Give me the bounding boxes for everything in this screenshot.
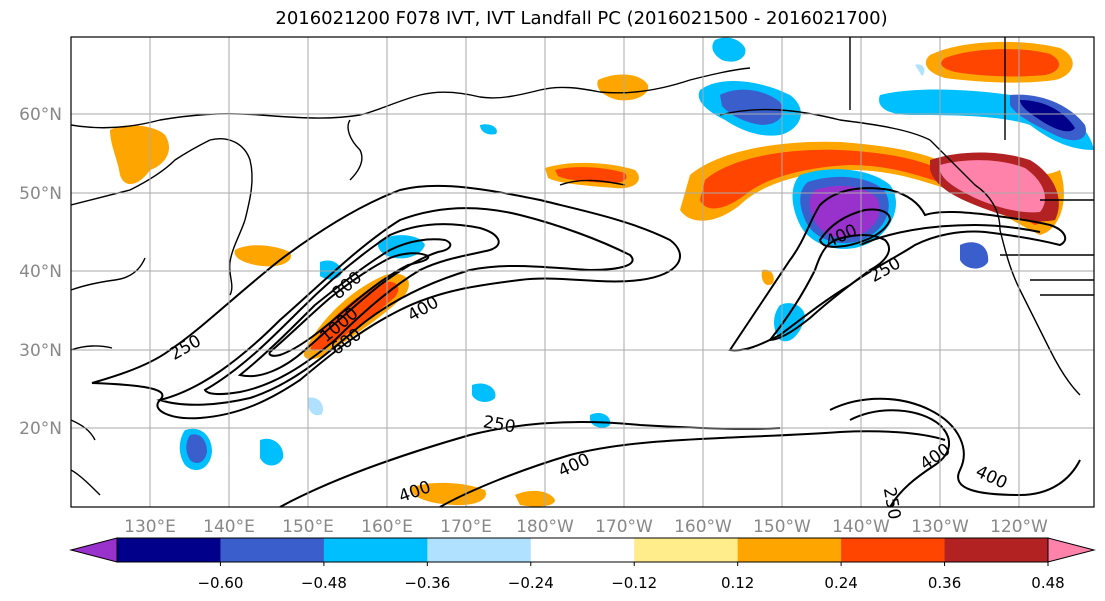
coastlines — [71, 37, 1094, 496]
plot-frame — [70, 36, 1095, 508]
lat-label-60n: 60°N — [19, 105, 62, 125]
colorbar-extend-high — [1047, 537, 1096, 563]
colorbar-segment — [117, 538, 221, 562]
lon-label: 120°W — [990, 517, 1048, 537]
colorbar-tick-label: 0.36 — [928, 574, 961, 592]
colorbar-segment — [737, 538, 842, 562]
colorbar: −0.60 −0.48 −0.36 −0.24 −0.12 0.12 0.24 0.36 0.4… — [69, 537, 1096, 592]
lon-label: 160°E — [361, 517, 413, 537]
colorbar-tick-label: −0.48 — [301, 574, 347, 592]
lat-label-20n: 20°N — [19, 419, 62, 439]
lon-label: 130°E — [124, 517, 176, 537]
colorbar-segment — [530, 538, 635, 562]
lon-label: 150°W — [753, 517, 811, 537]
gridlines — [71, 37, 1094, 507]
latitude-labels: 60°N 50°N 40°N 30°N 20°N — [19, 105, 62, 439]
colorbar-segment — [220, 538, 325, 562]
colorbar-segment — [944, 538, 1049, 562]
lon-label: 140°E — [203, 517, 255, 537]
lon-label: 170°E — [440, 517, 492, 537]
ivt-contours — [91, 184, 1081, 507]
lon-label: 160°W — [674, 517, 732, 537]
colorbar-segment — [634, 538, 739, 562]
lon-label: 140°W — [832, 517, 890, 537]
colorbar-tick-label: −0.60 — [197, 574, 243, 592]
colorbar-tick-label: 0.48 — [1031, 574, 1064, 592]
map-title: 2016021200 F078 IVT, IVT Landfall PC (20… — [275, 8, 888, 29]
lat-label-50n: 50°N — [19, 184, 62, 204]
lat-label-30n: 30°N — [19, 341, 62, 361]
anomaly-fills — [110, 37, 1094, 507]
colorbar-frame — [116, 537, 1049, 563]
colorbar-tick-label: 0.24 — [824, 574, 857, 592]
lon-label: 180°W — [516, 517, 574, 537]
longitude-labels: 130°E 140°E 150°E 160°E 170°E 180°W 170°… — [124, 517, 1048, 537]
colorbar-segment — [323, 538, 428, 562]
colorbar-segment — [841, 538, 946, 562]
contour-label: 250 — [879, 486, 904, 521]
colorbar-extend-low — [69, 537, 118, 563]
lon-label: 170°W — [595, 517, 653, 537]
colorbar-tick-label: 0.12 — [721, 574, 754, 592]
lat-label-40n: 40°N — [19, 262, 62, 282]
colorbar-tick-label: −0.24 — [508, 574, 554, 592]
plot-area — [71, 37, 1094, 507]
lon-label: 130°W — [911, 517, 969, 537]
colorbar-tick-label: −0.12 — [611, 574, 657, 592]
lon-label: 150°E — [282, 517, 334, 537]
colorbar-segment — [427, 538, 532, 562]
colorbar-tick-label: −0.36 — [404, 574, 450, 592]
